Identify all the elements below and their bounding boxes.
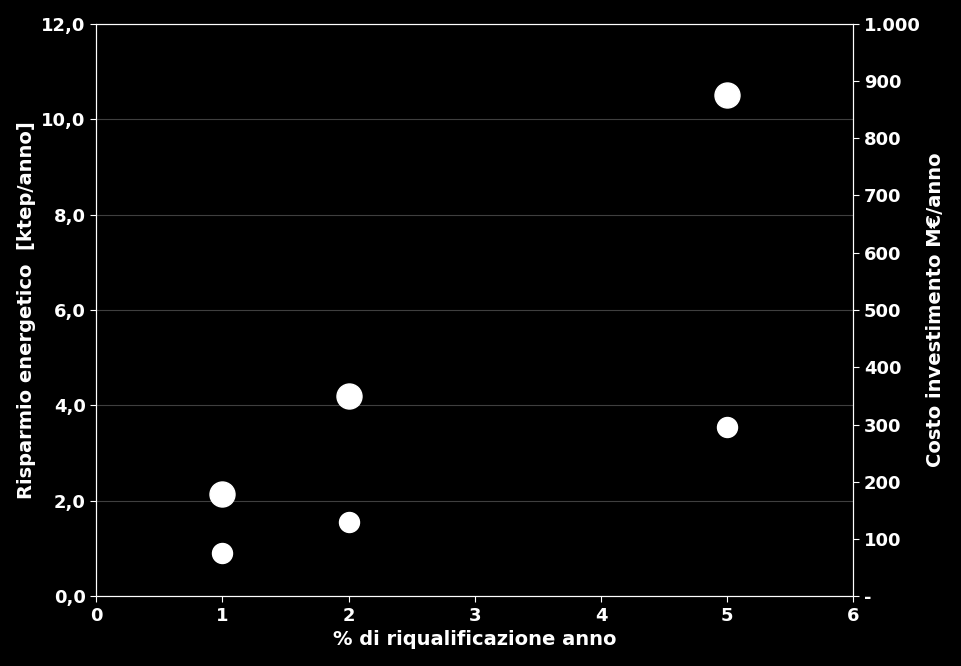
Point: [719, 422, 734, 433]
Y-axis label: Costo investimento M€/anno: Costo investimento M€/anno: [925, 153, 945, 468]
Point: [340, 517, 356, 527]
Y-axis label: Risparmio energetico  [ktep/anno]: Risparmio energetico [ktep/anno]: [16, 121, 36, 499]
Point: [214, 548, 230, 559]
Point: [214, 488, 230, 499]
Point: [340, 390, 356, 401]
Point: [719, 90, 734, 101]
X-axis label: % di riqualificazione anno: % di riqualificazione anno: [333, 630, 616, 649]
